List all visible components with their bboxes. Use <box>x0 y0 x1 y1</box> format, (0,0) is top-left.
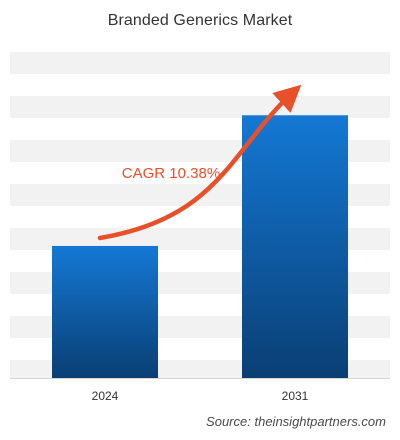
cagr-annotation: CAGR 10.38% <box>122 165 220 182</box>
cagr-arrow <box>97 84 302 241</box>
source-line: Source: theinsightpartners.com <box>206 414 386 429</box>
source-label: Source: <box>206 414 251 429</box>
labels: 2024 2031 CAGR 10.38% <box>92 165 309 403</box>
bars <box>52 115 348 378</box>
chart-title: Branded Generics Market <box>107 12 293 29</box>
x-tick-label: 2024 <box>92 389 119 403</box>
bar-2024 <box>52 245 158 378</box>
bar-2031 <box>242 115 348 378</box>
x-tick-label: 2031 <box>282 389 309 403</box>
cagr-arrow-layer <box>97 84 302 241</box>
grid-band <box>10 52 390 74</box>
grid-band <box>10 96 390 118</box>
source-text: theinsightpartners.com <box>254 414 386 429</box>
